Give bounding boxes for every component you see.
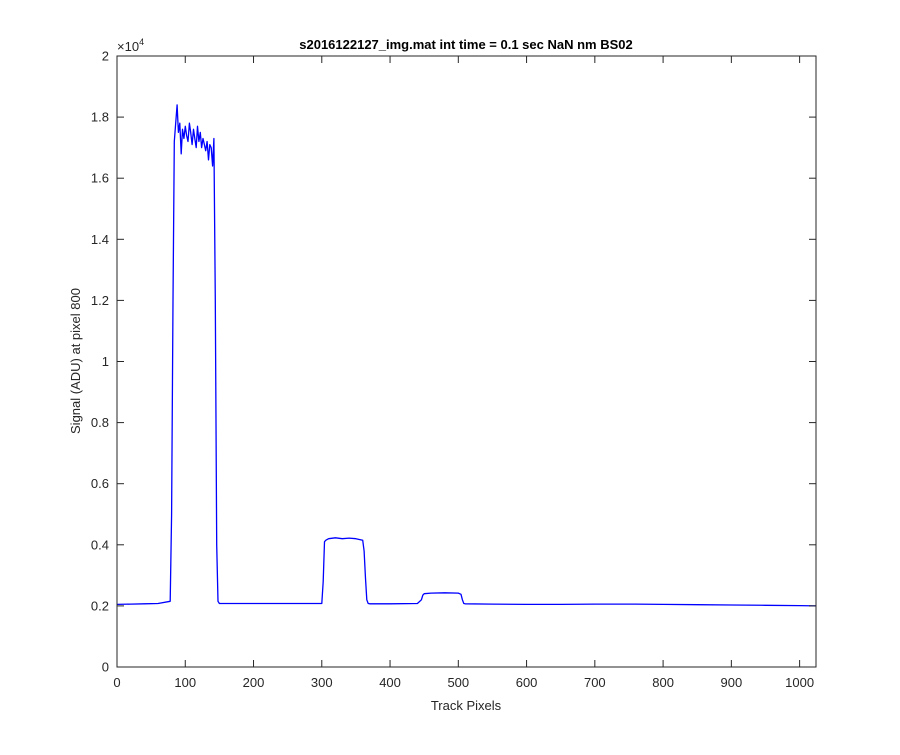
y-axis-label: Signal (ADU) at pixel 800 — [68, 288, 83, 434]
x-tick-label: 900 — [721, 675, 743, 690]
axes-background — [117, 56, 816, 667]
x-tick-label: 1000 — [785, 675, 814, 690]
y-exponent-power: 4 — [139, 37, 144, 47]
x-tick-label: 800 — [652, 675, 674, 690]
x-tick-label: 100 — [174, 675, 196, 690]
y-tick-label: 1.4 — [91, 232, 109, 247]
series-layer — [116, 104, 817, 607]
y-tick-label: 2 — [102, 49, 109, 64]
chart-title: s2016122127_img.mat int time = 0.1 sec N… — [299, 37, 633, 52]
x-axis-label: Track Pixels — [431, 698, 502, 713]
y-tick-label: 0.4 — [91, 537, 109, 552]
y-exponent-base: ×10 — [117, 39, 139, 54]
y-tick-label: 0 — [102, 660, 109, 675]
x-tick-label: 0 — [113, 675, 120, 690]
axes-box — [116, 55, 817, 668]
y-tick-label: 1.6 — [91, 171, 109, 186]
y-tick-label: 0.2 — [91, 598, 109, 613]
y-tick-label: 1.8 — [91, 110, 109, 125]
x-tick-label: 700 — [584, 675, 606, 690]
y-tick-label: 1.2 — [91, 293, 109, 308]
y-exponent-label: ×104 — [117, 37, 144, 54]
x-tick-label: 200 — [243, 675, 265, 690]
tick-layer: 0 100 200 300 400 500 600 700 800 900 1000 0 0.2 0.4 0… — [91, 49, 816, 690]
y-tick-label: 0.6 — [91, 476, 109, 491]
x-tick-label: 500 — [447, 675, 469, 690]
y-tick-label: 0.8 — [91, 415, 109, 430]
x-tick-label: 400 — [379, 675, 401, 690]
x-tick-label: 300 — [311, 675, 333, 690]
series-line-0 — [116, 104, 817, 607]
y-tick-label: 1 — [102, 354, 109, 369]
x-tick-label: 600 — [516, 675, 538, 690]
